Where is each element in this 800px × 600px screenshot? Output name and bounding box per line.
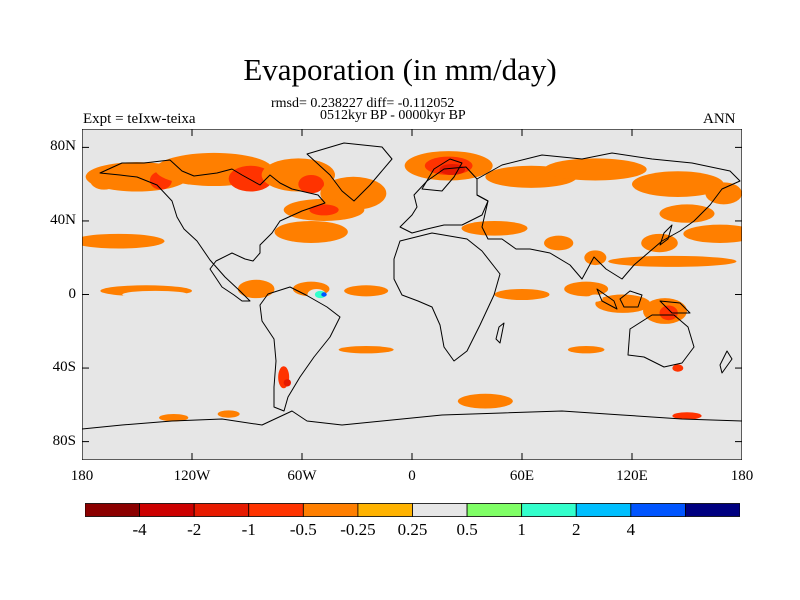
anomaly-region	[672, 364, 684, 372]
lon-label: 60W	[287, 468, 317, 484]
colorbar-label: -0.5	[289, 520, 317, 539]
anomaly-region	[544, 235, 574, 251]
lat-label: 80N	[50, 138, 76, 155]
anomaly-region	[274, 220, 348, 244]
colorbar-swatch	[193, 503, 250, 517]
anomaly-region	[439, 163, 466, 175]
coast-africa	[393, 232, 501, 362]
colorbar-swatch	[412, 503, 468, 517]
coastlines	[82, 142, 742, 430]
colorbar-label: 0.25	[397, 520, 428, 539]
anomaly-region	[82, 233, 165, 249]
anomaly-region	[567, 345, 605, 354]
colorbar-swatch	[139, 503, 195, 517]
lon-label: 120W	[173, 468, 211, 484]
colorbar-swatch	[685, 503, 740, 517]
anomaly-region	[564, 281, 609, 297]
anomaly-region	[321, 292, 327, 297]
experiment-label: Expt = teIxw-teixa	[83, 111, 196, 127]
colorbar-swatch	[630, 503, 686, 517]
anomaly-region	[366, 336, 385, 345]
anomaly-region	[659, 204, 715, 223]
colorbar-swatch	[85, 503, 140, 517]
lat-label: 40N	[50, 211, 76, 228]
anomaly-region	[338, 345, 394, 354]
anomaly-region	[217, 410, 240, 418]
anomaly-region	[608, 255, 737, 267]
map-title: Evaporation (in mm/day)	[243, 52, 557, 87]
colorbar-label: 4	[626, 520, 636, 539]
anomaly-region	[309, 204, 339, 216]
colorbar-swatch	[575, 503, 632, 517]
lon-label: 120E	[616, 468, 648, 484]
season-label: ANN	[703, 111, 736, 127]
colorbar-swatch	[466, 503, 523, 517]
coast-scandinavia	[421, 158, 463, 192]
anomaly-region	[344, 285, 389, 297]
colorbar-label: -4	[132, 520, 147, 539]
axis-ticks	[82, 129, 742, 460]
coast-new-guinea	[659, 300, 691, 314]
period-line: 0512kyr BP - 0000kyr BP	[320, 108, 466, 123]
anomaly-region	[283, 379, 291, 387]
anomaly-region	[544, 158, 647, 181]
colorbar-label: -2	[187, 520, 202, 539]
coast-australia	[627, 314, 695, 368]
coast-south-america	[259, 286, 341, 412]
lat-label: 0	[68, 285, 77, 302]
lon-label: 0	[408, 468, 416, 484]
colorbar-label: 1	[517, 520, 526, 539]
anomaly-region	[659, 305, 678, 321]
anomaly-region	[494, 288, 550, 301]
anomaly-region	[588, 294, 603, 302]
colorbar-label: -0.25	[340, 520, 376, 539]
anomaly-region	[461, 220, 528, 236]
colorbar	[85, 503, 740, 517]
coast-north-america	[99, 159, 326, 302]
colorbar-swatch	[302, 503, 359, 517]
lat-label: 40S	[52, 359, 76, 376]
coast-japan	[659, 224, 673, 246]
colorbar-label: -1	[241, 520, 256, 539]
lon-label: 180	[70, 468, 94, 484]
colorbar-swatch	[521, 503, 577, 517]
anomaly-region	[298, 174, 324, 194]
anomaly-layer	[82, 151, 742, 427]
colorbar-label: 0.5	[456, 520, 478, 539]
anomaly-region	[159, 414, 189, 422]
anomaly-region	[672, 412, 702, 420]
lon-label: 60E	[509, 468, 535, 484]
lat-label: 80S	[52, 432, 76, 449]
colorbar-swatch	[248, 503, 304, 517]
anomaly-region	[632, 171, 724, 198]
anomaly-region	[237, 279, 275, 299]
anomaly-region	[122, 290, 189, 299]
coast-borneo	[619, 290, 643, 308]
coast-greenland	[306, 142, 393, 202]
anomaly-region	[683, 224, 742, 244]
coast-madagascar	[495, 322, 505, 344]
coast-antarctica	[82, 410, 742, 430]
lon-label: 180	[730, 468, 754, 484]
coast-new-zealand	[719, 350, 733, 374]
anomaly-region	[705, 182, 742, 205]
world-map	[82, 129, 742, 460]
colorbar-swatch	[357, 503, 413, 517]
anomaly-region	[457, 393, 513, 409]
colorbar-label: 2	[572, 520, 581, 539]
stats-line: rmsd= 0.238227 diff= -0.112052	[271, 96, 455, 111]
anomaly-region	[89, 167, 119, 190]
coast-asia	[476, 152, 741, 280]
anomaly-region	[292, 419, 312, 427]
coast-sumatra	[596, 288, 618, 310]
anomaly-region	[228, 165, 273, 192]
